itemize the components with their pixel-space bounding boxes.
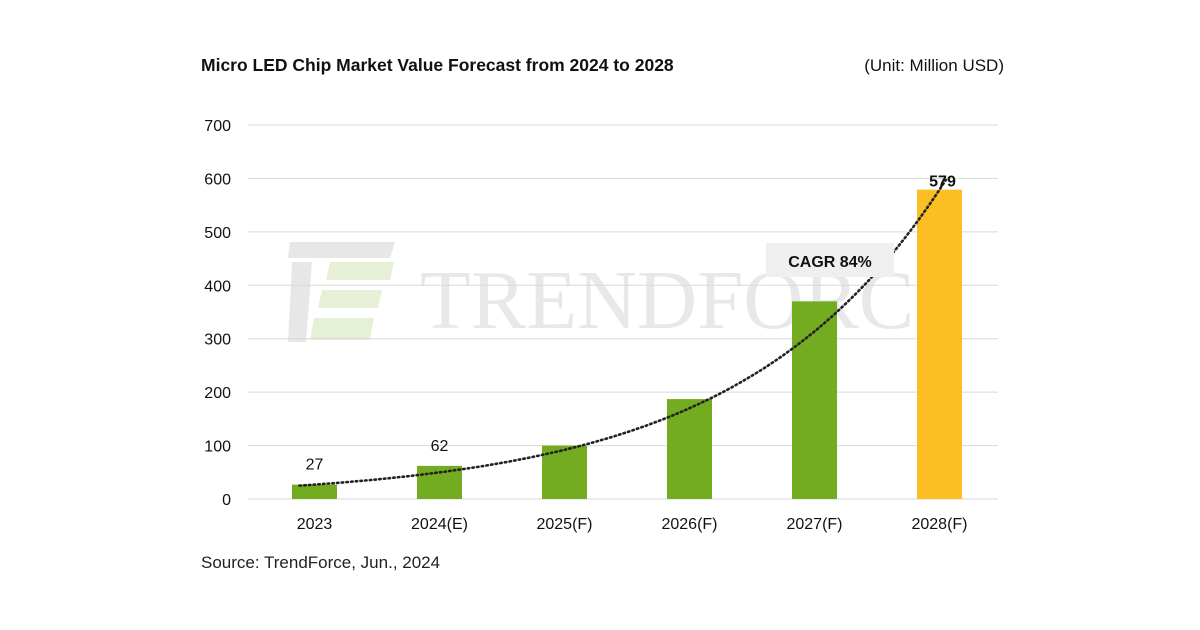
data-label: 579 [929,174,956,191]
x-tick-label: 2023 [297,516,333,533]
x-tick-label: 2026(F) [661,516,717,533]
y-tick-label: 600 [204,171,231,188]
cagr-box [766,243,894,277]
bar [917,189,962,500]
y-tick-label: 0 [222,492,231,509]
y-tick-label: 400 [204,278,231,295]
bar [792,301,837,499]
data-labels: 27 62 579 [306,174,956,474]
y-tick-label: 500 [204,225,231,242]
cagr-label: CAGR 84% [788,254,872,271]
cagr-annotation: CAGR 84% [766,243,894,277]
data-label: 62 [431,438,449,455]
x-tick-label: 2028(F) [911,516,967,533]
grid: 0 100 200 300 400 500 600 700 [204,118,998,509]
trendforce-logo-mark [288,242,395,342]
x-tick-label: 2027(F) [786,516,842,533]
source-note: Source: TrendForce, Jun., 2024 [201,553,441,572]
trendline [298,178,948,487]
y-tick-label: 100 [204,439,231,456]
x-tick-label: 2024(E) [411,516,468,533]
bar [292,484,337,499]
data-label: 27 [306,457,324,474]
y-tick-label: 700 [204,118,231,135]
y-tick-label: 300 [204,332,231,349]
bar [542,445,587,499]
unit-label: (Unit: Million USD) [864,56,1004,75]
x-tick-label: 2025(F) [536,516,592,533]
y-tick-label: 200 [204,385,231,402]
chart-title: Micro LED Chip Market Value Forecast fro… [201,55,674,75]
bars: 2023 2024(E) 2025(F) 2026(F) 2027(F) 2028(F) [292,189,968,533]
trendline-path [298,178,948,487]
